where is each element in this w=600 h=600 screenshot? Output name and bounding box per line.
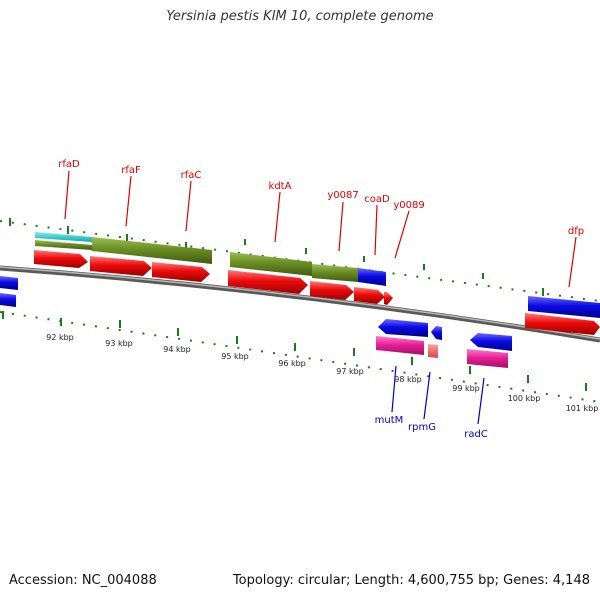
- cds-y0087-arrow[interactable]: [310, 281, 354, 300]
- reverse-label-lines: [391, 365, 485, 425]
- gene-rfaD-cds[interactable]: [35, 232, 92, 242]
- gene-label-dfp: dfp: [568, 226, 584, 237]
- genome-info-text: Topology: circular; Length: 4,600,755 bp…: [232, 573, 590, 588]
- map-title: Yersinia pestis KIM 10, complete genome: [166, 9, 434, 24]
- gene-label-mutM: mutM: [375, 415, 404, 426]
- forward-label-lines: [64, 170, 577, 288]
- gene-partial-blue-1[interactable]: [0, 276, 18, 290]
- scale-label: 94 kbp: [163, 345, 191, 354]
- scale-tick-marks: [2, 311, 587, 391]
- cds-rfaD-arrow[interactable]: [34, 250, 88, 268]
- cds-mutM-box[interactable]: [376, 336, 424, 355]
- scale-label: 98 kbp: [394, 375, 422, 384]
- cds-y0089-arrow[interactable]: [384, 292, 393, 305]
- scale-label: 101 kbp: [566, 404, 599, 413]
- gene-label-rfaD: rfaD: [58, 159, 80, 170]
- gene-label-radC: radC: [464, 429, 488, 440]
- cds-rpmG-box[interactable]: [428, 344, 438, 358]
- scale-label: 97 kbp: [336, 367, 364, 376]
- gene-dfp-gene[interactable]: [528, 296, 600, 318]
- gene-rfaF-gene[interactable]: [92, 237, 212, 264]
- scale-label: 95 kbp: [221, 352, 249, 361]
- gene-kdtA-gene[interactable]: [230, 252, 312, 276]
- genome-backbone: [0, 265, 600, 343]
- gene-label-kdtA: kdtA: [269, 181, 292, 192]
- gene-label-y0087: y0087: [327, 190, 358, 201]
- scale-label: 99 kbp: [452, 384, 480, 393]
- scale-label: 93 kbp: [105, 339, 133, 348]
- gene-partial-blue-2[interactable]: [0, 293, 16, 307]
- cds-dfp-arrow[interactable]: [525, 313, 600, 335]
- gene-y0087-gene[interactable]: [312, 264, 358, 282]
- cds-coaD-arrow[interactable]: [354, 287, 385, 304]
- gene-coaD-gene[interactable]: [358, 268, 386, 286]
- gene-mutM-gene[interactable]: [378, 319, 428, 337]
- gene-label-y0089: y0089: [393, 200, 424, 211]
- gene-rfaD-gene[interactable]: [35, 240, 92, 250]
- gene-radC-gene[interactable]: [470, 333, 512, 351]
- gene-rpmG-gene[interactable]: [431, 326, 442, 340]
- scale-label: 92 kbp: [46, 333, 74, 342]
- scale-label: 96 kbp: [278, 359, 306, 368]
- cds-rfaF-arrow[interactable]: [90, 256, 152, 276]
- gene-label-rfaC: rfaC: [181, 170, 202, 181]
- forward-dot-track: [0, 220, 600, 302]
- accession-text: Accession: NC_004088: [9, 573, 157, 588]
- cds-rfaC-arrow[interactable]: [152, 262, 210, 282]
- gene-label-coaD: coaD: [364, 194, 390, 205]
- cds-kdtA-arrow[interactable]: [228, 270, 308, 294]
- gene-label-rpmG: rpmG: [408, 422, 436, 433]
- forward-tick-marks: [9, 218, 544, 296]
- scale-label: 100 kbp: [508, 394, 541, 403]
- scale-dot-track: [0, 311, 600, 403]
- cds-radC-box[interactable]: [467, 349, 508, 368]
- gene-label-rfaF: rfaF: [121, 165, 141, 176]
